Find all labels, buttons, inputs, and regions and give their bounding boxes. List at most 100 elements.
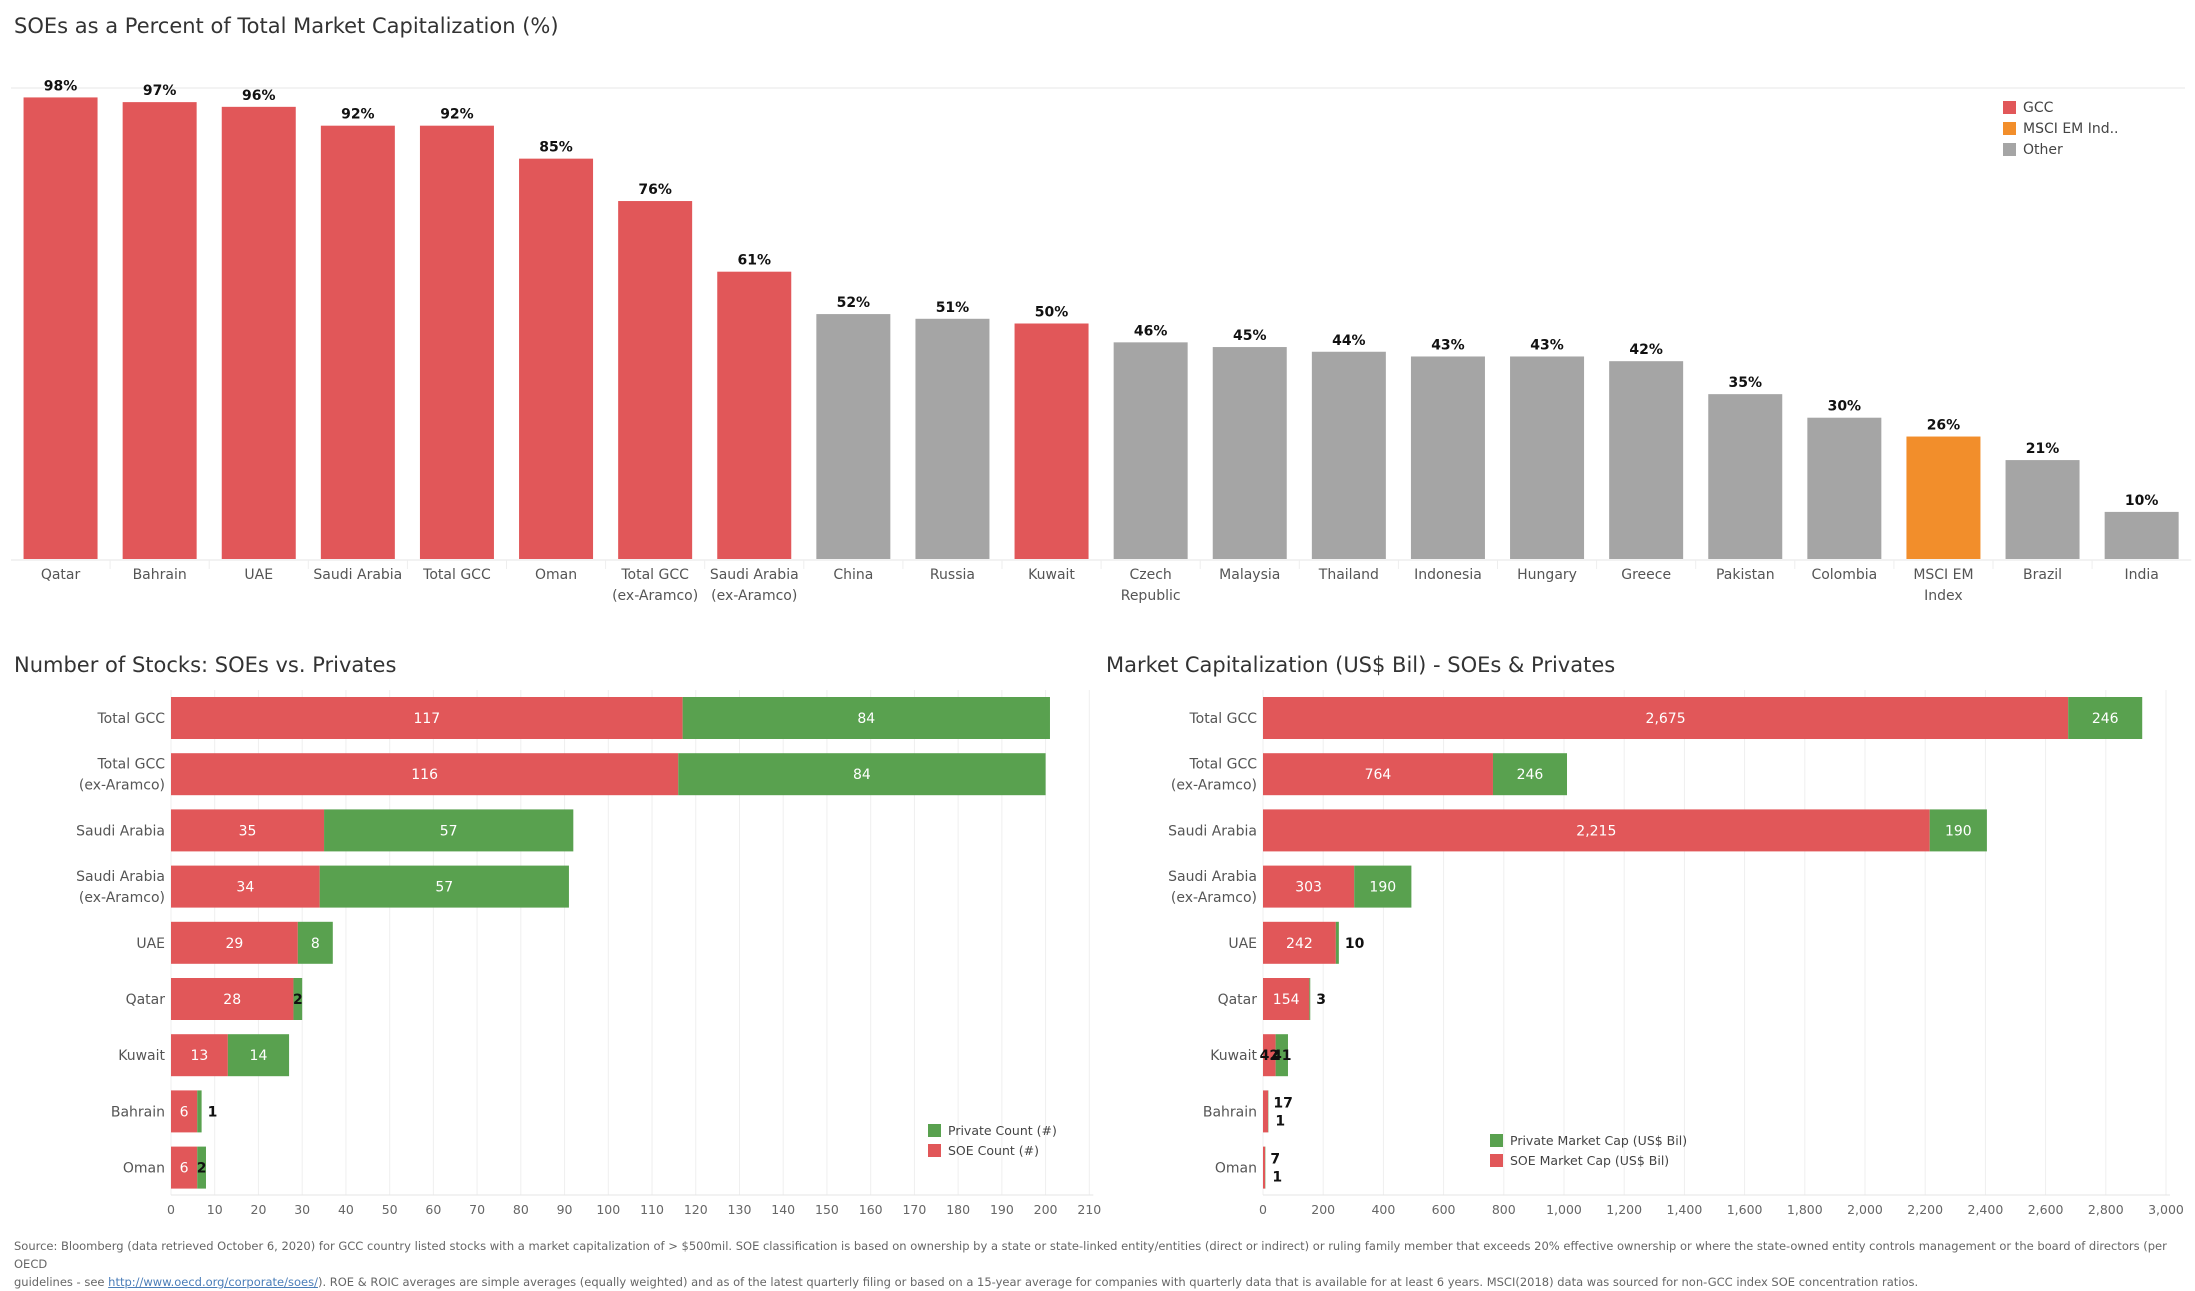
x-tick-label: 1,800 [1787, 1202, 1823, 1217]
y-category-label: Oman [123, 1161, 165, 1177]
bar-malaysia [1213, 347, 1287, 559]
y-category-label: Saudi Arabia [1168, 869, 1257, 885]
x-tick-label: 80 [513, 1202, 529, 1217]
x-tick-label: 180 [946, 1202, 970, 1217]
x-tick-label: Colombia [1811, 567, 1877, 583]
x-tick-label: 0 [1259, 1202, 1267, 1217]
soe-value-label: 28 [223, 992, 241, 1008]
x-tick-label: 130 [728, 1202, 752, 1217]
x-tick-label: Russia [930, 567, 975, 583]
private-value-label: 41 [1272, 1048, 1291, 1064]
x-tick-label: 20 [251, 1202, 267, 1217]
y-category-label: Total GCC [1188, 757, 1257, 773]
data-label: 76% [638, 182, 672, 198]
bar-kuwait [1015, 324, 1089, 560]
x-tick-label: Greece [1621, 567, 1671, 583]
oecd-link[interactable]: http://www.oecd.org/corporate/soes/ [108, 1275, 318, 1289]
stock-count-legend: Private Count (#) SOE Count (#) [928, 1120, 1057, 1160]
legend-item-soe-market-cap[interactable]: SOE Market Cap (US$ Bil) [1490, 1150, 1687, 1170]
soe-value-label: 34 [236, 880, 254, 896]
data-label: 43% [1431, 337, 1465, 353]
data-label: 21% [2026, 441, 2060, 457]
legend-item-private-market-cap[interactable]: Private Market Cap (US$ Bil) [1490, 1130, 1687, 1150]
private-value-label: 1 [208, 1104, 218, 1120]
x-tick-label: China [833, 567, 873, 583]
bar-private-bahrain [197, 1090, 201, 1132]
y-category-label: Kuwait [118, 1048, 165, 1064]
private-value-label: 57 [435, 880, 453, 896]
bar-hungary [1510, 356, 1584, 559]
legend-item-msci[interactable]: MSCI EM Ind.. [2003, 118, 2118, 139]
y-category-label: (ex-Aramco) [79, 890, 165, 906]
bar-msci-em-index [1906, 437, 1980, 559]
x-tick-label: 400 [1371, 1202, 1395, 1217]
x-tick-label: Malaysia [1219, 567, 1280, 583]
legend-swatch-msci [2003, 122, 2016, 135]
private-value-label: 10 [1345, 936, 1365, 952]
data-label: 92% [440, 107, 474, 123]
legend-item-other[interactable]: Other [2003, 139, 2118, 160]
legend-label: SOE Count (#) [948, 1143, 1039, 1158]
x-tick-label: 1,600 [1727, 1202, 1763, 1217]
x-tick-label: 30 [294, 1202, 310, 1217]
x-tick-label: 120 [684, 1202, 708, 1217]
x-tick-label: Oman [535, 567, 577, 583]
x-tick-label: 50 [382, 1202, 398, 1217]
x-tick-label: Index [1924, 588, 1963, 604]
legend-swatch-private [1490, 1134, 1503, 1147]
legend-swatch-soe [1490, 1154, 1503, 1167]
data-label: 51% [936, 300, 970, 316]
private-value-label: 57 [440, 823, 458, 839]
x-tick-label: 2,200 [1907, 1202, 1943, 1217]
data-label: 50% [1035, 305, 1069, 321]
bar-soe-oman [1263, 1147, 1265, 1189]
x-tick-label: 40 [338, 1202, 354, 1217]
private-value-label: 246 [1517, 767, 1544, 783]
private-value-label: 2 [197, 1161, 207, 1177]
legend-item-private-count[interactable]: Private Count (#) [928, 1120, 1057, 1140]
data-label: 98% [44, 78, 78, 94]
x-tick-label: 200 [1311, 1202, 1335, 1217]
soe-value-label: 117 [413, 711, 440, 727]
y-category-label: Total GCC [96, 711, 165, 727]
legend-item-gcc[interactable]: GCC [2003, 97, 2118, 118]
private-value-label: 3 [1316, 992, 1326, 1008]
bar-total-gcc [420, 126, 494, 559]
x-tick-label: Thailand [1318, 567, 1379, 583]
y-category-label: UAE [136, 936, 165, 952]
y-category-label: Saudi Arabia [1168, 823, 1257, 839]
legend-label: MSCI EM Ind.. [2023, 121, 2118, 137]
x-tick-label: Republic [1121, 588, 1181, 604]
data-label: 96% [242, 88, 276, 104]
x-tick-label: Czech [1129, 567, 1171, 583]
bar-russia [915, 319, 989, 559]
x-tick-label: MSCI EM [1913, 567, 1973, 583]
x-tick-label: Qatar [41, 567, 81, 583]
footnote-line-2: guidelines - see http://www.oecd.org/cor… [14, 1273, 2174, 1291]
y-category-label: Oman [1215, 1161, 1257, 1177]
y-category-label: Total GCC [96, 757, 165, 773]
private-value-label: 84 [853, 767, 871, 783]
y-category-label: (ex-Aramco) [1171, 778, 1257, 794]
x-tick-label: 800 [1492, 1202, 1516, 1217]
x-tick-label: (ex-Aramco) [711, 588, 797, 604]
x-tick-label: 10 [207, 1202, 223, 1217]
bar-colombia [1807, 418, 1881, 559]
private-value-label: 14 [250, 1048, 268, 1064]
bar-total-gcc-ex-aramco- [618, 201, 692, 559]
soe-value-label: 2,215 [1576, 823, 1616, 839]
x-tick-label: 150 [815, 1202, 839, 1217]
data-label: 43% [1530, 337, 1564, 353]
legend-item-soe-count[interactable]: SOE Count (#) [928, 1140, 1057, 1160]
data-label: 45% [1233, 328, 1267, 344]
x-tick-label: 100 [596, 1202, 620, 1217]
x-tick-label: Hungary [1517, 567, 1577, 583]
bar-china [816, 314, 890, 559]
bar-bahrain [123, 102, 197, 559]
legend-label: Private Count (#) [948, 1123, 1057, 1138]
x-tick-label: 90 [557, 1202, 573, 1217]
y-category-label: Total GCC [1188, 711, 1257, 727]
x-tick-label: UAE [244, 567, 273, 583]
data-label: 61% [737, 253, 771, 269]
x-tick-label: 2,400 [1968, 1202, 2004, 1217]
